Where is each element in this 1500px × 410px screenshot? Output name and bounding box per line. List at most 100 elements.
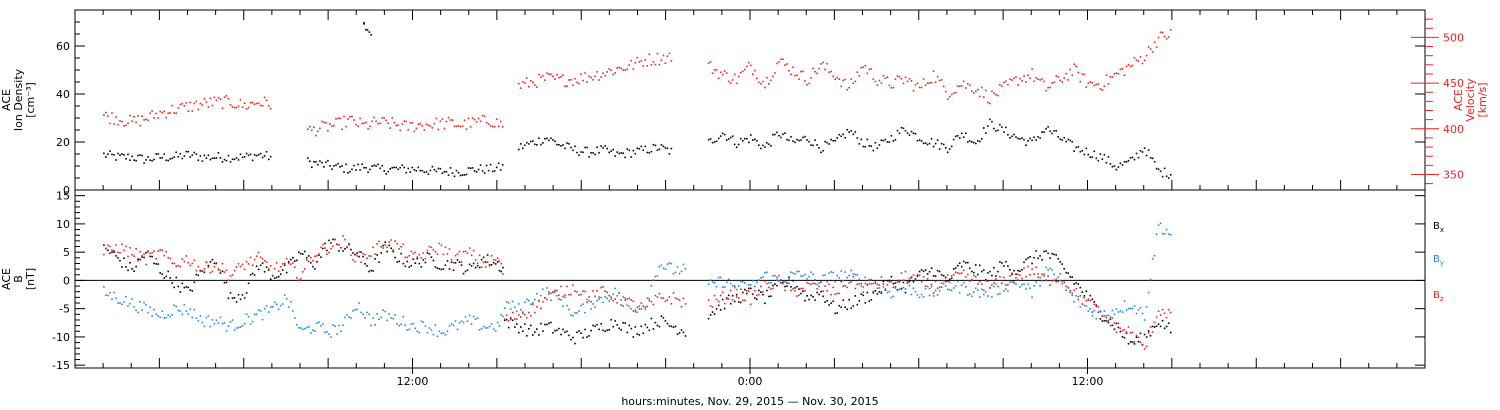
field-point-bx bbox=[448, 268, 451, 270]
field-point-bz bbox=[426, 249, 429, 252]
field-point-bz bbox=[810, 283, 812, 286]
field-point-bz bbox=[632, 300, 635, 303]
field-point-by bbox=[330, 336, 332, 338]
velocity-point bbox=[1013, 77, 1015, 80]
field-point-bz bbox=[1153, 321, 1156, 324]
velocity-point bbox=[235, 106, 238, 109]
density-point bbox=[632, 149, 635, 152]
velocity-point bbox=[1061, 81, 1063, 83]
field-point-bz bbox=[1167, 308, 1170, 311]
density-point bbox=[459, 174, 462, 177]
density-point bbox=[333, 165, 335, 167]
density-point bbox=[341, 165, 343, 167]
velocity-point bbox=[1065, 72, 1067, 75]
field-point-bx bbox=[758, 289, 760, 292]
field-point-by bbox=[798, 270, 800, 273]
velocity-point bbox=[520, 87, 522, 89]
density-point bbox=[776, 131, 778, 134]
legend-label: B bbox=[1433, 221, 1440, 232]
field-point-by bbox=[257, 309, 260, 311]
field-point-by bbox=[1117, 311, 1120, 313]
field-point-bx bbox=[354, 253, 356, 256]
density-point bbox=[836, 137, 838, 139]
velocity-point bbox=[205, 101, 208, 103]
field-point-bz bbox=[103, 253, 105, 256]
density-point bbox=[814, 139, 816, 141]
velocity-point bbox=[918, 86, 921, 89]
density-point bbox=[1149, 157, 1152, 159]
field-point-by bbox=[900, 288, 903, 291]
field-point-bx bbox=[505, 318, 508, 321]
velocity-point bbox=[914, 83, 917, 86]
field-point-bz bbox=[999, 276, 1001, 278]
velocity-point bbox=[483, 115, 486, 118]
velocity-point bbox=[530, 80, 532, 82]
field-point-bx bbox=[816, 291, 818, 294]
density-point bbox=[387, 170, 389, 173]
field-point-by bbox=[938, 290, 941, 292]
field-point-by bbox=[444, 333, 447, 336]
density-point bbox=[445, 171, 448, 173]
field-point-bz bbox=[646, 305, 649, 308]
field-point-by bbox=[119, 302, 121, 304]
velocity-point bbox=[1143, 59, 1146, 62]
velocity-point bbox=[219, 98, 222, 100]
density-point bbox=[411, 166, 414, 169]
density-point bbox=[115, 159, 117, 161]
velocity-point bbox=[540, 76, 542, 78]
velocity-point bbox=[878, 79, 881, 82]
field-point-bz bbox=[107, 244, 109, 247]
field-point-bx bbox=[231, 297, 234, 299]
field-point-bx bbox=[723, 307, 726, 310]
field-point-bz bbox=[600, 286, 602, 289]
field-point-bz bbox=[969, 280, 971, 282]
density-point bbox=[185, 150, 188, 153]
field-point-bz bbox=[725, 298, 728, 300]
field-point-bx bbox=[338, 250, 340, 252]
density-point bbox=[1067, 138, 1069, 141]
velocity-point bbox=[602, 72, 604, 74]
field-point-by bbox=[592, 303, 594, 305]
density-point bbox=[339, 166, 341, 168]
velocity-point bbox=[417, 123, 420, 125]
field-point-by bbox=[882, 286, 885, 288]
density-point bbox=[838, 133, 840, 136]
density-point bbox=[393, 166, 395, 169]
field-point-bx bbox=[486, 254, 489, 256]
field-point-bz bbox=[494, 259, 497, 261]
field-point-by bbox=[906, 282, 909, 285]
field-point-by bbox=[181, 313, 184, 315]
density-point bbox=[239, 153, 242, 156]
velocity-axis-title-line: [km/s] bbox=[1476, 82, 1489, 117]
density-point bbox=[491, 170, 494, 173]
velocity-point bbox=[952, 92, 955, 94]
density-point bbox=[163, 153, 165, 155]
field-point-by bbox=[624, 297, 626, 299]
field-point-bz bbox=[894, 286, 897, 288]
velocity-point bbox=[576, 81, 578, 84]
field-point-by bbox=[1029, 287, 1031, 290]
field-point-bz bbox=[918, 274, 921, 277]
field-point-bz bbox=[466, 252, 469, 255]
field-point-by bbox=[910, 293, 913, 296]
field-point-bz bbox=[382, 247, 384, 249]
field-point-bx bbox=[1015, 273, 1017, 275]
field-point-bx bbox=[740, 301, 742, 304]
field-point-bz bbox=[804, 290, 806, 292]
field-point-bz bbox=[920, 281, 923, 283]
velocity-point bbox=[622, 69, 624, 71]
velocity-point bbox=[634, 62, 637, 64]
field-point-by bbox=[1041, 280, 1043, 282]
field-point-by bbox=[277, 308, 280, 311]
velocity-point bbox=[187, 110, 190, 112]
velocity-point bbox=[371, 120, 373, 123]
density-point bbox=[167, 159, 169, 162]
field-point-by bbox=[854, 273, 857, 276]
density-point bbox=[746, 137, 748, 140]
field-point-bx bbox=[109, 252, 111, 255]
density-point bbox=[924, 142, 927, 144]
density-point bbox=[576, 151, 578, 154]
density-point bbox=[209, 158, 212, 161]
field-point-bz bbox=[890, 280, 893, 283]
density-point bbox=[357, 163, 359, 166]
